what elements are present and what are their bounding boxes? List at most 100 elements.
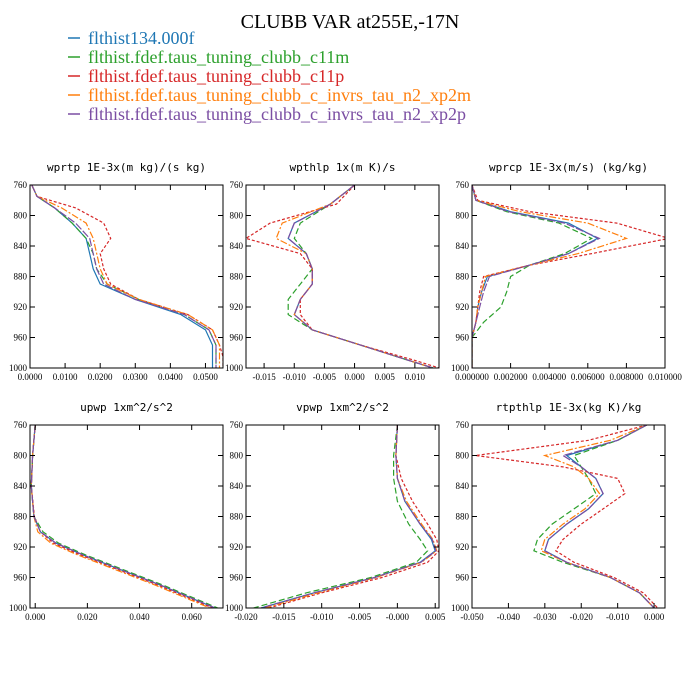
series-line [30,425,216,608]
y-tick-label: 960 [230,573,244,583]
y-tick-label: 760 [230,420,244,430]
x-tick-label: 0.0100 [53,372,78,382]
x-tick-label: -0.015 [272,612,296,622]
x-tick-label: 0.005 [375,372,396,382]
figure-title: CLUBB VAR at255E,-17N [241,11,460,33]
x-tick-label: -0.015 [252,372,276,382]
y-tick-label: 840 [456,481,470,491]
y-tick-label: 800 [456,211,470,221]
plot-frame [471,184,666,369]
x-tick-label: 0.0000 [18,372,43,382]
y-tick-label: 880 [14,272,28,282]
plot-frame [471,424,666,609]
x-tick-label: -0.010 [310,612,334,622]
x-tick-label: 0.002000 [494,372,528,382]
y-tick-label: 960 [456,573,470,583]
series-line [30,425,216,608]
series-line [30,425,213,608]
y-tick-label: 800 [14,211,28,221]
series-line [260,425,436,608]
legend-label: flthist.fdef.taus_tuning_clubb_c11p [88,66,344,86]
x-tick-label: 0.000 [25,612,46,622]
panel-title: vpwp 1xm^2/s^2 [296,401,389,414]
y-tick-label: 920 [456,302,470,312]
x-tick-label: 0.0400 [158,372,183,382]
legend-label: flthist.fdef.taus_tuning_clubb_c_invrs_t… [88,85,471,105]
series-line [31,185,217,368]
series-line [246,185,439,368]
y-tick-label: 920 [230,542,244,552]
series-line [540,425,655,608]
x-tick-label: -0.010 [283,372,307,382]
y-tick-label: 1000 [9,603,28,613]
x-tick-label: 0.005 [425,612,446,622]
y-tick-label: 880 [456,512,470,522]
series-line [30,425,219,608]
y-tick-label: 880 [230,512,244,522]
x-tick-label: 0.010 [405,372,426,382]
panel-title: wpthlp 1x(m K)/s [290,161,396,174]
plot-frame [29,424,224,609]
plot-frame [245,424,440,609]
x-tick-label: 0.004000 [532,372,566,382]
series-line [533,425,655,608]
chart-panel: vpwp 1xm^2/s^27608008408809209601000-0.0… [225,401,446,622]
y-tick-label: 960 [230,333,244,343]
y-tick-label: 880 [14,512,28,522]
x-tick-label: 0.008000 [610,372,644,382]
series-line [472,185,665,368]
y-tick-label: 920 [230,302,244,312]
x-tick-label: 0.000000 [455,372,489,382]
series-line [287,185,434,368]
y-tick-label: 760 [14,420,28,430]
y-tick-label: 840 [230,241,244,251]
series-line [264,425,438,608]
y-tick-label: 920 [14,542,28,552]
x-tick-label: -0.000 [386,612,410,622]
series-line [268,425,439,608]
y-tick-label: 960 [456,333,470,343]
y-tick-label: 760 [14,180,28,190]
y-tick-label: 880 [456,272,470,282]
y-tick-label: 840 [230,481,244,491]
panel-title: wprtp 1E-3x(m kg)/(s kg) [47,161,206,174]
series-line [30,425,211,608]
x-tick-label: 0.0500 [193,372,218,382]
y-tick-label: 1000 [225,603,244,613]
x-tick-label: -0.020 [570,612,594,622]
legend-label: flthist.fdef.taus_tuning_clubb_c_invrs_t… [88,104,466,124]
y-tick-label: 920 [456,542,470,552]
x-tick-label: 0.010000 [648,372,682,382]
x-tick-label: 0.040 [129,612,150,622]
x-tick-label: -0.005 [313,372,337,382]
x-tick-label: -0.030 [533,612,557,622]
y-tick-label: 840 [14,481,28,491]
panel-title: upwp 1xm^2/s^2 [80,401,173,414]
x-tick-label: 0.020 [77,612,98,622]
x-tick-label: 0.0300 [123,372,148,382]
y-tick-label: 800 [14,451,28,461]
plot-frame [245,184,440,369]
x-tick-label: -0.040 [497,612,521,622]
y-tick-label: 1000 [9,363,28,373]
x-tick-label: -0.010 [606,612,630,622]
series-line [31,185,214,368]
x-tick-label: -0.005 [348,612,372,622]
series-line [544,425,655,608]
chart-panel: wprcp 1E-3x(m/s) (kg/kg) 760 800 840 880 920 9… [451,161,682,382]
y-tick-label: 840 [456,241,470,251]
panels: wprtp 1E-3x(m kg)/(s kg) 760 800 840 880 920 9… [9,161,682,622]
y-tick-label: 1000 [451,603,470,613]
series-line [260,425,437,608]
legend-label: flthist134.000f [88,28,195,48]
chart-panel: rtpthlp 1E-3x(kg K)/kg 760 800 840 880 920 960… [451,401,666,622]
chart-panel: upwp 1xm^2/s^2 760 800 840 880 920 960 10000.00… [9,401,224,622]
series-line [31,185,221,368]
y-tick-label: 880 [230,272,244,282]
y-tick-label: 920 [14,302,28,312]
series-line [31,185,217,368]
x-tick-label: 0.060 [182,612,203,622]
x-tick-label: -0.020 [234,612,258,622]
panel-title: wprcp 1E-3x(m/s) (kg/kg) [489,161,648,174]
